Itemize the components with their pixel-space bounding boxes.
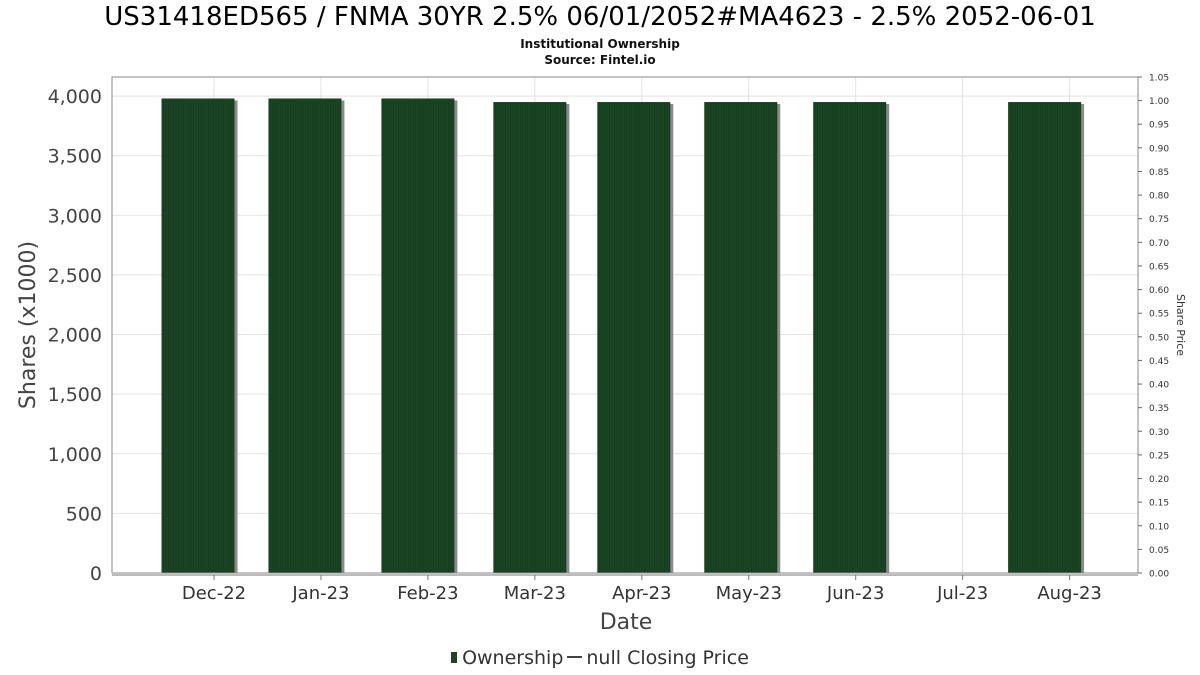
y2-tick-label: 0.25 <box>1149 451 1169 461</box>
bar-Feb-23 <box>381 98 458 573</box>
x-tick-label: Dec-22 <box>182 583 246 604</box>
y-tick-label: 0 <box>90 563 102 585</box>
y2-tick-label: 0.50 <box>1149 333 1169 343</box>
bar-Jun-23 <box>813 102 890 574</box>
y2-tick-label: 0.05 <box>1149 546 1169 556</box>
y2-tick-label: 0.00 <box>1149 570 1169 580</box>
y2-tick-label: 0.80 <box>1149 192 1169 202</box>
x-tick-label: Aug-23 <box>1037 583 1102 604</box>
x-tick-label: Jun-23 <box>826 583 885 604</box>
plot-frame <box>111 76 1139 574</box>
y-tick-label: 500 <box>66 503 102 525</box>
y2-tick-label: 0.30 <box>1149 428 1169 438</box>
y2-tick-label: 0.85 <box>1149 168 1169 178</box>
x-tick-label: Feb-23 <box>397 583 458 604</box>
y-tick-labels: 0 500 1,000 1,500 2,000 2,500 3,000 3,500 4,000 <box>48 86 102 585</box>
x-tick-label: May-23 <box>716 583 782 604</box>
y-tick-label: 4,000 <box>48 86 102 108</box>
bar-Mar-23 <box>493 102 570 574</box>
y-tick-label: 3,000 <box>48 205 102 227</box>
y2-tick-label: 1.00 <box>1149 97 1169 107</box>
y2-tick-label: 0.60 <box>1149 286 1169 296</box>
subtitle-text: Institutional Ownership <box>520 37 680 51</box>
y2-tick-label: 0.40 <box>1149 381 1169 391</box>
x-tick-label: Apr-23 <box>612 583 671 604</box>
bar-Aug-23 <box>1008 102 1085 574</box>
x-axis-label: Date <box>600 610 653 635</box>
y2-tick-label: 0.10 <box>1149 522 1169 532</box>
bar-Dec-22 <box>161 98 238 573</box>
y2-axis-label: Share Price <box>1174 294 1187 356</box>
y2-tick-label: 0.65 <box>1149 262 1169 272</box>
y2-tick-label: 0.20 <box>1149 475 1169 485</box>
y2-tick-label: 0.75 <box>1149 215 1169 225</box>
y2-tick-label: 0.55 <box>1149 310 1169 320</box>
y-tick-label: 1,500 <box>48 384 102 406</box>
y2-tick-label: 1.05 <box>1149 74 1169 84</box>
y2-tick-label: 0.15 <box>1149 499 1169 509</box>
x-tick-label: Jul-23 <box>936 583 988 604</box>
bars <box>161 98 1085 574</box>
y-tick-label: 2,500 <box>48 265 102 287</box>
legend-ownership-swatch <box>451 652 458 663</box>
axes <box>111 76 1142 580</box>
y2-tick-labels: 0.00 0.05 0.10 0.15 0.20 0.25 0.30 0.35 0.40 0.45… <box>1149 74 1169 580</box>
bar-May-23 <box>704 102 781 574</box>
chart-title: US31418ED565 / FNMA 30YR 2.5% 06/01/2052… <box>104 2 1096 32</box>
y-axis-label: Shares (x1000) <box>16 241 41 409</box>
y2-tick-label: 0.45 <box>1149 357 1169 367</box>
y-tick-label: 2,000 <box>48 325 102 347</box>
y2-tick-label: 0.70 <box>1149 239 1169 249</box>
chart-subtitle: Institutional Ownership Source: Fintel.i… <box>0 36 1200 68</box>
legend-ownership-label: Ownership <box>462 647 564 669</box>
y2-tick-label: 0.35 <box>1149 404 1169 414</box>
legend: Ownership null Closing Price <box>0 647 1200 669</box>
y-tick-label: 1,000 <box>48 444 102 466</box>
legend-price-label: null Closing Price <box>586 647 749 669</box>
legend-price-line <box>567 656 583 658</box>
bar-Jan-23 <box>268 98 345 573</box>
y-tick-label: 3,500 <box>48 146 102 168</box>
y2-tick-label: 0.90 <box>1149 144 1169 154</box>
x-tick-label: Mar-23 <box>504 583 566 604</box>
bar-Apr-23 <box>597 102 674 574</box>
x-tick-labels: Dec-22 Jan-23 Feb-23 Mar-23 Apr-23 May-23 Jun-… <box>182 583 1102 604</box>
x-tick-label: Jan-23 <box>291 583 349 604</box>
source-text: Source: Fintel.io <box>544 53 656 67</box>
y2-tick-label: 0.95 <box>1149 121 1169 131</box>
